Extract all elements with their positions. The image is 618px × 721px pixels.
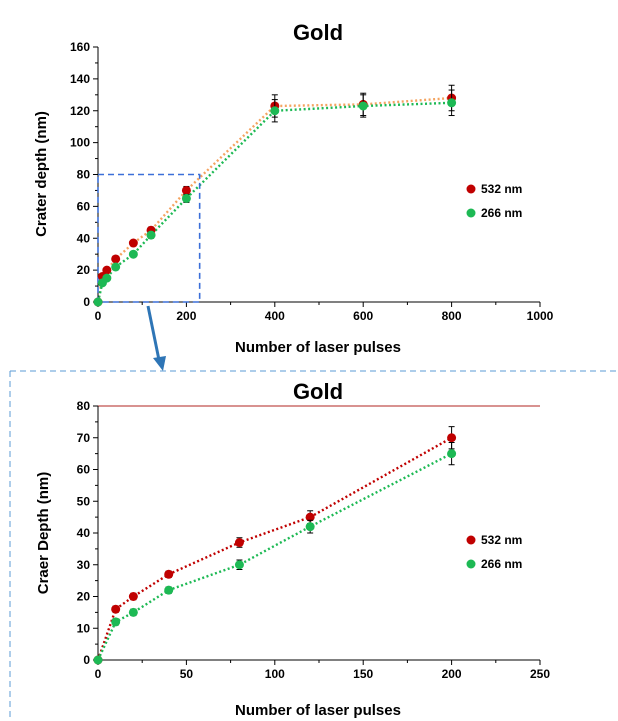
inset-frame [9,370,618,721]
y-tick-label: 140 [70,72,90,86]
x-tick-label: 0 [95,667,102,681]
zoom-box [97,173,201,303]
x-tick-label: 50 [180,667,194,681]
chart-1-legend: 532 nm 266 nm [466,182,522,220]
chart-2-x-axis-label: Number of laser pulses [235,702,401,719]
y-tick-label: 0 [83,653,90,667]
chart-1: Gold Number of laser pulses Crater depth… [33,20,554,356]
chart-1-title: Gold [293,20,343,45]
y-tick-label: 100 [70,136,90,150]
y-tick-label: 10 [77,621,91,635]
data-point-series-1 [181,185,191,195]
x-tick-label: 400 [265,309,285,323]
chart-1-x-axis-label: Number of laser pulses [235,339,401,356]
chart-1-y-axis-label: Crater depth (nm) [33,111,50,237]
data-point-series-1 [111,254,121,264]
y-tick-label: 60 [77,199,91,213]
legend-marker-1 [466,184,476,194]
x-tick-label: 600 [353,309,373,323]
data-point-series-2 [102,273,112,283]
data-point-series-2 [164,585,174,595]
data-point-series-2 [146,230,156,240]
legend-label-1: 532 nm [481,533,522,547]
y-tick-label: 40 [77,231,91,245]
zoom-arrow [146,305,166,371]
legend-marker-2 [466,208,476,218]
legend-label-1: 532 nm [481,182,522,196]
legend-marker-1 [466,535,476,545]
data-point-series-2 [305,522,315,532]
data-point-series-2 [270,106,280,116]
y-tick-label: 50 [77,494,91,508]
y-tick-label: 70 [77,431,91,445]
data-point-series-1 [128,238,138,248]
data-point-series-1 [128,592,138,601]
y-tick-label: 80 [77,168,91,182]
y-tick-label: 40 [77,526,91,540]
data-point-series-2 [128,607,138,617]
legend-label-2: 266 nm [481,557,522,571]
data-point-series-2 [447,98,457,108]
data-point-series-2 [111,617,121,627]
x-tick-label: 200 [176,309,196,323]
data-point-series-2 [128,249,138,259]
y-tick-label: 20 [77,263,91,277]
y-tick-label: 0 [83,295,90,309]
y-tick-label: 20 [77,590,91,604]
x-tick-label: 100 [265,667,285,681]
y-tick-label: 120 [70,104,90,118]
data-point-series-2 [234,560,244,570]
data-point-series-2 [93,297,103,307]
y-tick-label: 30 [77,558,91,572]
trendline-2 [96,101,452,303]
y-tick-label: 60 [77,463,91,477]
chart-1-data-marks [93,84,457,307]
x-tick-label: 150 [353,667,373,681]
x-tick-label: 1000 [527,309,554,323]
chart-2-trendlines [96,436,453,661]
data-point-series-2 [111,262,121,272]
chart-1-axes: 0 20 40 60 80 100 120 140 160 0 200 400 600 800 1000 [70,40,554,323]
data-point-series-2 [447,449,457,459]
data-point-series-1 [305,512,315,522]
x-tick-label: 250 [530,667,550,681]
x-tick-label: 0 [95,309,102,323]
data-point-series-1 [447,433,457,443]
x-tick-label: 800 [442,309,462,323]
chart-2-y-axis-label: Craer Depth (nm) [35,472,52,595]
trendline-2 [96,452,453,661]
trendline-1 [96,436,453,661]
chart-2-title: Gold [293,379,343,404]
x-tick-label: 200 [442,667,462,681]
chart-2-data-marks [93,426,457,665]
legend-label-2: 266 nm [481,206,522,220]
data-point-series-1 [164,569,174,579]
data-point-series-2 [93,655,103,665]
trendline-1 [96,96,452,303]
data-point-series-1 [111,604,121,614]
data-point-series-1 [234,538,244,548]
chart-2: Gold Number of laser pulses Craer Depth … [35,379,550,719]
chart-2-axes: 0 10 20 30 40 50 60 70 80 0 50 100 150 200 250 [77,399,551,681]
chart-1-zoom-box [97,173,201,303]
data-point-series-1 [102,265,112,275]
legend-marker-2 [466,559,476,569]
data-point-series-2 [358,101,368,111]
data-point-series-2 [181,193,191,203]
y-tick-label: 80 [77,399,91,413]
chart-2-legend: 532 nm 266 nm [466,533,522,571]
y-tick-label: 160 [70,40,90,54]
chart-1-trendlines [96,96,452,303]
